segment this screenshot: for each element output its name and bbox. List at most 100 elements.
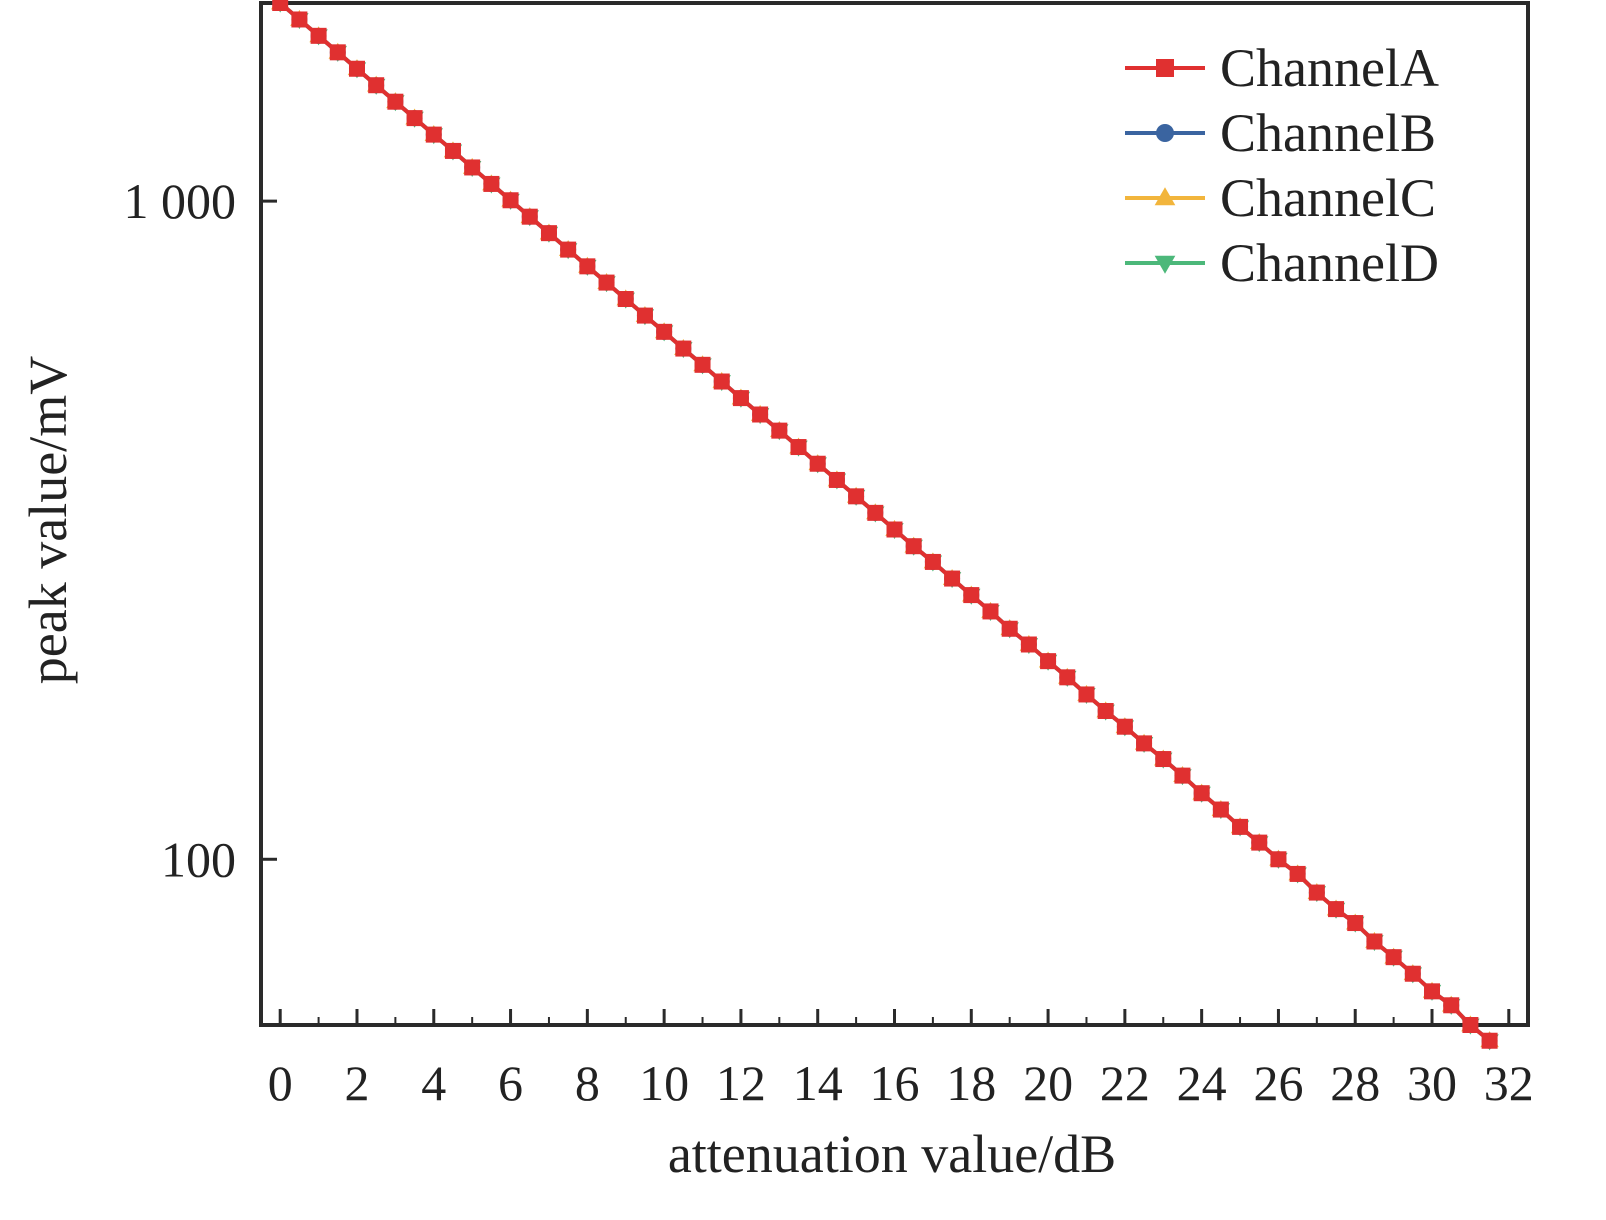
data-point (368, 77, 385, 94)
x-axis: 0 2 4 6 8 10 12 14 16 18 20 22 24 26 28 30 32 (268, 1009, 1534, 1111)
y-axis-title: peak value/mV (18, 356, 78, 684)
data-point (1481, 1032, 1498, 1049)
data-point (1097, 702, 1114, 719)
data-point (1212, 801, 1229, 818)
x-tick-label: 4 (421, 1055, 446, 1111)
data-point (521, 208, 538, 225)
x-tick-label: 12 (716, 1055, 766, 1111)
x-tick-label: 28 (1330, 1055, 1380, 1111)
data-point (982, 603, 999, 620)
x-tick-label: 20 (1023, 1055, 1073, 1111)
data-point (944, 570, 961, 587)
data-point (272, 0, 289, 11)
x-tick-label: 2 (344, 1055, 369, 1111)
data-point (1385, 949, 1402, 966)
series-ChannelA (272, 0, 1498, 1049)
data-point (1078, 686, 1095, 703)
x-tick-label: 0 (268, 1055, 293, 1111)
data-point (310, 27, 327, 44)
data-point (425, 126, 442, 143)
data-point (732, 390, 749, 407)
legend-label: ChannelC (1220, 168, 1436, 228)
data-point (905, 538, 922, 555)
data-point (1289, 865, 1306, 882)
data-point (963, 587, 980, 604)
data-point (406, 110, 423, 127)
data-point (1001, 620, 1018, 637)
data-point (329, 44, 346, 61)
x-axis-title: attenuation value/dB (668, 1124, 1116, 1184)
data-point (886, 521, 903, 538)
x-tick-label: 32 (1484, 1055, 1534, 1111)
x-tick-label: 22 (1100, 1055, 1150, 1111)
data-point (1308, 884, 1325, 901)
data-point (1366, 933, 1383, 950)
x-tick-label: 30 (1407, 1055, 1457, 1111)
data-point (291, 11, 308, 28)
data-point (752, 406, 769, 423)
data-point (598, 274, 615, 291)
data-point (636, 307, 653, 324)
data-point (1347, 915, 1364, 932)
data-point (1040, 653, 1057, 670)
y-tick-label: 100 (161, 831, 236, 887)
data-point (1136, 735, 1153, 752)
data-point (828, 471, 845, 488)
data-point (1232, 818, 1249, 835)
data-point (771, 422, 788, 439)
legend-marker (1154, 255, 1176, 274)
legend-label: ChannelB (1220, 103, 1436, 163)
data-point (1270, 851, 1287, 868)
x-tick-label: 14 (793, 1055, 843, 1111)
data-point (1251, 834, 1268, 851)
data-point (444, 142, 461, 159)
x-tick-label: 16 (870, 1055, 920, 1111)
data-point (675, 340, 692, 357)
x-tick-label: 10 (639, 1055, 689, 1111)
x-tick-label: 6 (498, 1055, 523, 1111)
data-point (1443, 997, 1460, 1014)
legend-marker (1156, 124, 1174, 142)
data-point (1193, 785, 1210, 802)
data-point (1462, 1017, 1479, 1033)
legend-label: ChannelD (1220, 233, 1439, 293)
data-point (1424, 983, 1441, 1000)
x-tick-label: 8 (575, 1055, 600, 1111)
data-point (809, 455, 826, 472)
legend-label: ChannelA (1220, 38, 1439, 98)
data-point (1020, 636, 1037, 653)
plot-area (270, 0, 1499, 1051)
data-point (560, 241, 577, 258)
y-tick-label: 1 000 (124, 173, 237, 229)
data-point (1116, 718, 1133, 735)
data-point (867, 504, 884, 521)
data-point (1059, 669, 1076, 686)
y-axis: 100 1 000 (124, 173, 277, 887)
data-point (848, 488, 865, 505)
data-point (1155, 751, 1172, 768)
x-tick-label: 24 (1177, 1055, 1227, 1111)
data-point (483, 175, 500, 192)
data-point (1404, 965, 1421, 982)
data-point (502, 192, 519, 209)
data-point (694, 356, 711, 373)
data-point (1174, 767, 1191, 784)
data-point (387, 93, 404, 110)
series-line (278, 1, 1491, 1043)
data-point (713, 373, 730, 390)
data-point (464, 159, 481, 176)
data-point (1328, 901, 1345, 918)
legend-marker (1156, 59, 1174, 77)
data-point (579, 258, 596, 275)
data-point (540, 225, 557, 242)
data-point (348, 60, 365, 77)
x-tick-label: 18 (946, 1055, 996, 1111)
data-point (656, 323, 673, 340)
data-point (924, 553, 941, 570)
legend-marker (1154, 187, 1176, 206)
data-point (790, 439, 807, 456)
x-tick-label: 26 (1253, 1055, 1303, 1111)
data-point (617, 291, 634, 308)
